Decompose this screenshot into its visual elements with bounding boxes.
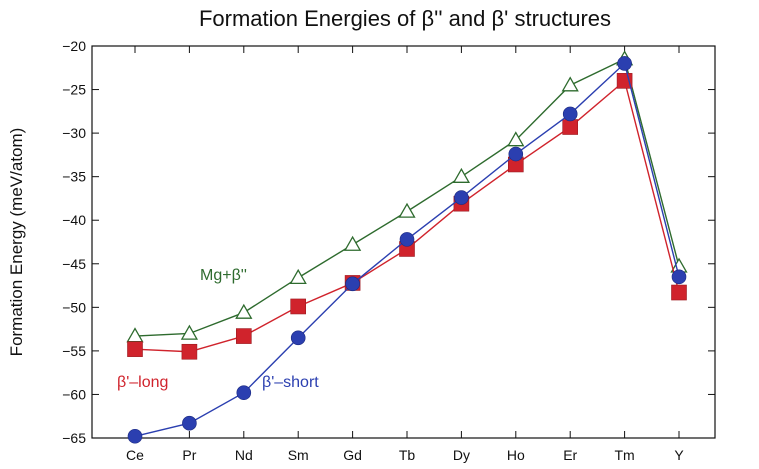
x-tick-label: Tm <box>614 447 634 463</box>
series-annotations: Mg+β'' β'–long β'–short <box>117 267 319 391</box>
x-tick-label: Sm <box>288 447 309 463</box>
data-point <box>561 76 579 92</box>
x-tick-label: Ce <box>126 447 144 463</box>
data-point <box>182 415 197 431</box>
series-2 <box>127 56 687 444</box>
x-tick-label: Tb <box>399 447 416 463</box>
y-tick-label: −40 <box>62 212 86 228</box>
y-tick-label: −45 <box>62 256 86 272</box>
series-layer <box>126 50 688 444</box>
y-tick-label: −25 <box>62 82 86 98</box>
data-point <box>290 330 306 346</box>
x-axis: Ce Pr Nd Sm Gd Tb Dy Ho Er Tm Y <box>126 46 684 463</box>
data-point <box>562 106 578 122</box>
y-tick-label: −20 <box>62 38 86 54</box>
y-tick-label: −60 <box>62 386 86 402</box>
y-tick-label: −55 <box>62 343 86 359</box>
data-point <box>671 284 687 301</box>
x-tick-label: Er <box>563 447 577 463</box>
data-point <box>235 303 253 319</box>
data-point <box>290 298 307 315</box>
x-tick-label: Nd <box>235 447 253 463</box>
series-label: β'–long <box>117 374 168 391</box>
data-point <box>398 202 416 218</box>
x-tick-label: Y <box>674 447 684 463</box>
data-point <box>343 235 362 251</box>
data-point <box>127 341 143 357</box>
y-axis-label: Formation Energy (meV/atom) <box>7 128 26 357</box>
y-tick-label: −30 <box>62 125 86 141</box>
data-point <box>507 131 525 147</box>
y-axis: −20 −25 −30 −35 −40 −45 −50 −55 −60 −65 <box>62 38 715 446</box>
data-point <box>236 328 252 344</box>
chart-title: Formation Energies of β'' and β' structu… <box>199 6 611 31</box>
data-point <box>508 146 524 162</box>
data-point <box>289 268 307 284</box>
data-point <box>236 385 252 401</box>
series-label: β'–short <box>262 374 319 391</box>
plot-frame <box>91 45 716 439</box>
data-point <box>181 343 198 360</box>
data-point <box>452 167 471 183</box>
y-tick-label: −65 <box>62 430 86 446</box>
series-label: Mg+β'' <box>200 267 247 284</box>
series-line <box>134 58 680 337</box>
data-point <box>345 276 360 292</box>
x-tick-label: Ho <box>507 447 525 463</box>
series-0 <box>126 50 688 343</box>
x-tick-label: Dy <box>453 447 470 463</box>
x-tick-label: Gd <box>343 447 362 463</box>
data-point <box>562 119 579 135</box>
data-point <box>180 324 199 340</box>
y-tick-label: −35 <box>62 169 86 185</box>
y-tick-label: −50 <box>62 299 86 315</box>
data-point <box>617 56 632 71</box>
data-point <box>454 190 469 205</box>
x-tick-label: Pr <box>182 447 196 463</box>
data-point <box>399 232 415 247</box>
data-point <box>671 269 687 285</box>
data-point <box>127 428 143 444</box>
